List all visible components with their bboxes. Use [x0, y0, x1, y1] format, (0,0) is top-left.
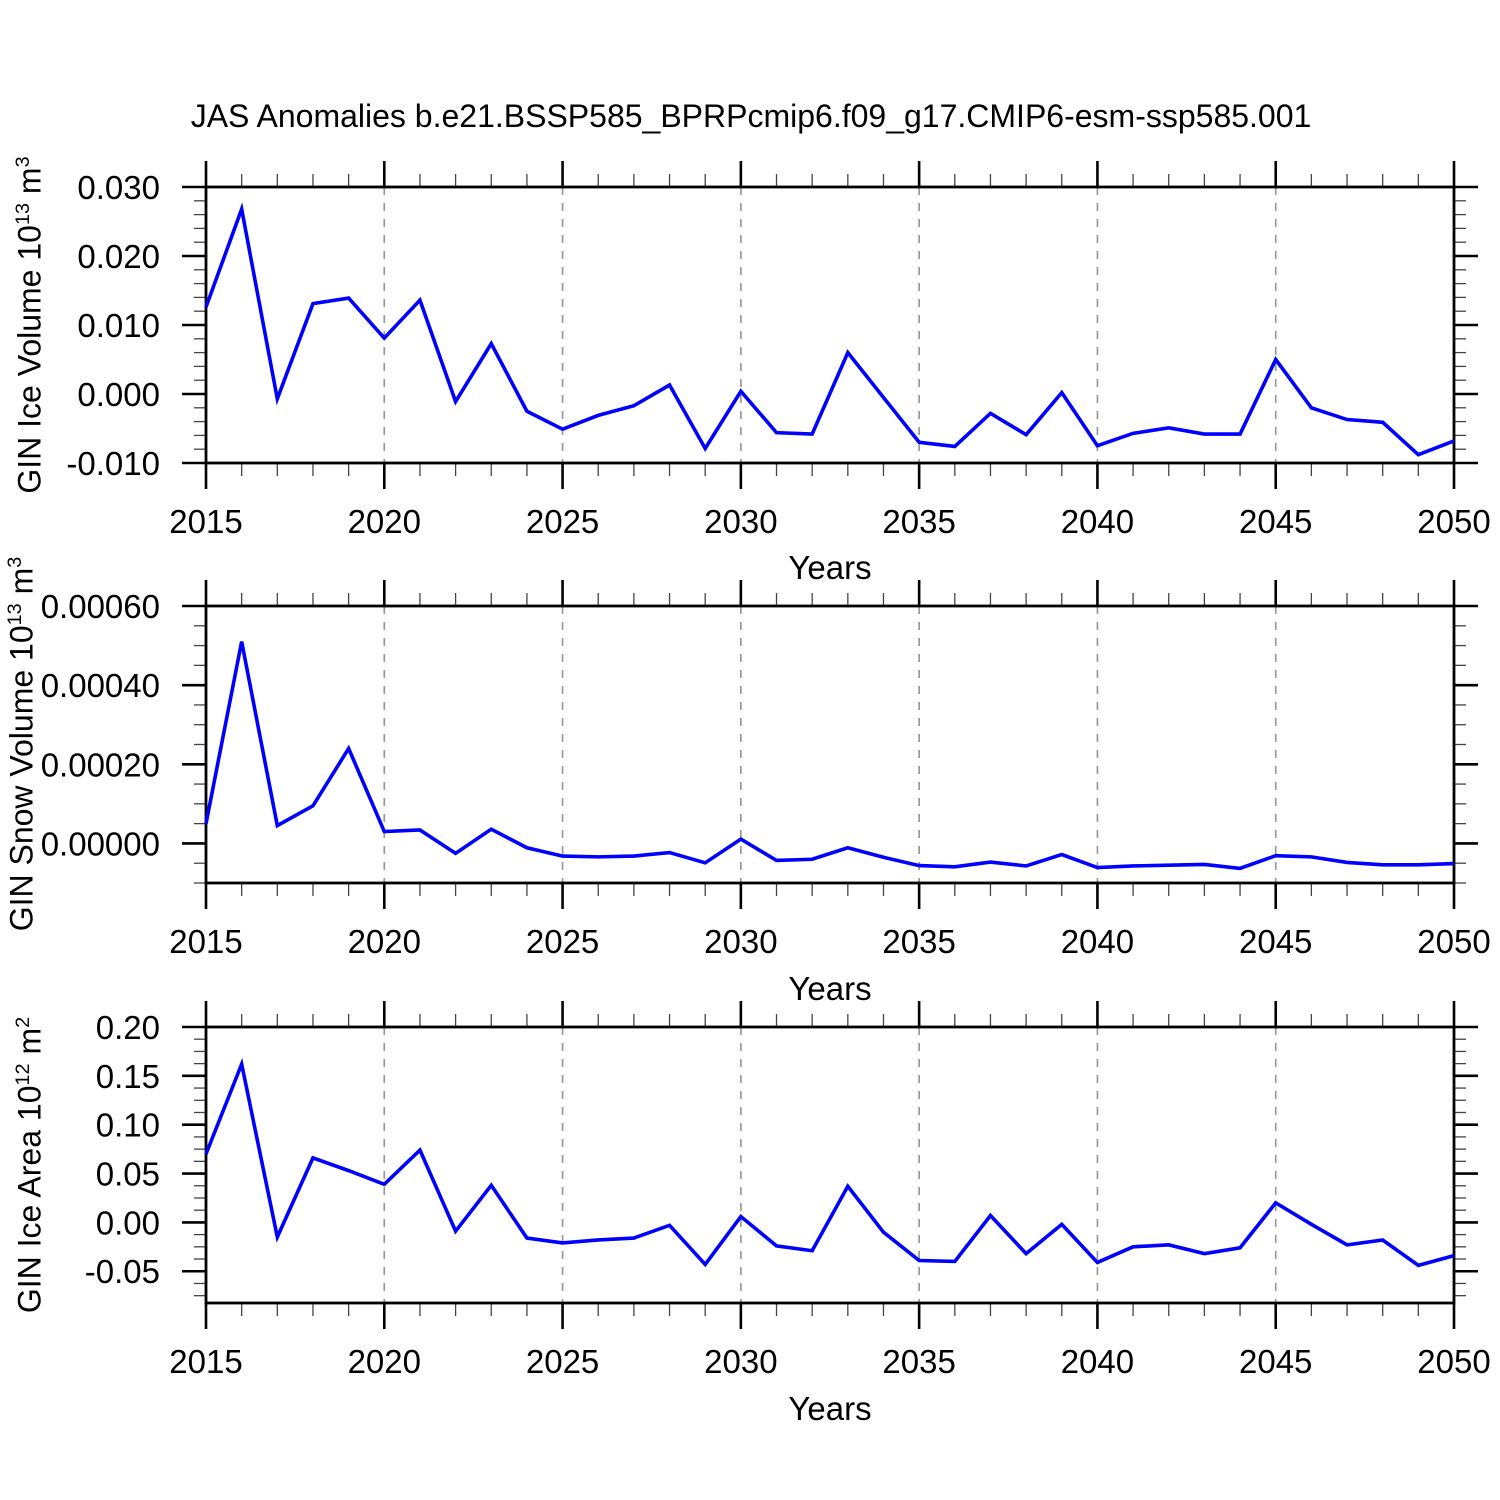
y-tick-label: 0.00	[96, 1204, 160, 1241]
x-tick-label: 2020	[348, 503, 421, 540]
x-tick-label: 2050	[1417, 923, 1490, 960]
x-axis-title-panel2: Years	[788, 970, 872, 1007]
x-tick-label: 2045	[1239, 923, 1312, 960]
x-tick-label: 2035	[882, 1343, 955, 1380]
chart-title: JAS Anomalies b.e21.BSSP585_BPRPcmip6.f0…	[190, 98, 1312, 134]
y-axis-title-snow-volume: GIN Snow Volume 1013 m3	[3, 556, 40, 932]
x-tick-label: 2045	[1239, 1343, 1312, 1380]
y-tick-label: -0.05	[85, 1253, 160, 1290]
y-tick-label: 0.030	[77, 169, 160, 206]
x-tick-label: 2015	[169, 1343, 242, 1380]
data-line-3	[204, 1057, 1455, 1268]
y-tick-label: 0.15	[96, 1058, 160, 1095]
y-tick-label: 0.00060	[41, 588, 160, 625]
x-tick-label: 2030	[704, 923, 777, 960]
x-tick-label: 2025	[526, 1343, 599, 1380]
axis-frame	[204, 1025, 1456, 1305]
x-tick-label: 2020	[348, 1343, 421, 1380]
x-tick-label: 2040	[1061, 1343, 1134, 1380]
y-tick-label: 0.10	[96, 1107, 160, 1144]
x-tick-label: 2050	[1417, 503, 1490, 540]
x-tick-label: 2030	[704, 503, 777, 540]
panel-2: 0.00060 0.00040 0.00020 0.00000 2015 2020 2025…	[41, 580, 1491, 960]
y-tick-label: 0.000	[77, 376, 160, 413]
x-axis-title-panel1: Years	[788, 549, 872, 586]
x-tick-label: 2050	[1417, 1343, 1490, 1380]
x-tick-label: 2020	[348, 923, 421, 960]
y-tick-label: -0.010	[66, 445, 160, 482]
y-axis-title-ice-area: GIN Ice Area 1012 m2	[11, 1016, 48, 1314]
x-tick-label: 2025	[526, 923, 599, 960]
panel-3: 0.20 0.15 0.10 0.05 0.00 -0.05 2015 2020 2025 203…	[85, 1001, 1491, 1380]
x-tick-label: 2045	[1239, 503, 1312, 540]
axis-frame	[204, 185, 1456, 465]
y-tick-label: 0.020	[77, 238, 160, 275]
x-tick-label: 2015	[169, 503, 242, 540]
x-tick-label: 2035	[882, 923, 955, 960]
x-axis-title-panel3: Years	[788, 1390, 872, 1427]
data-line-2	[204, 641, 1455, 871]
x-tick-label: 2040	[1061, 503, 1134, 540]
x-tick-label: 2030	[704, 1343, 777, 1380]
y-tick-label: 0.00040	[41, 667, 160, 704]
axis-frame	[204, 604, 1456, 885]
y-tick-label: 0.00000	[41, 825, 160, 862]
y-tick-label: 0.05	[96, 1156, 160, 1193]
y-tick-label: 0.20	[96, 1009, 160, 1046]
y-axis-title-ice-volume: GIN Ice Volume 1013 m3	[11, 156, 48, 494]
y-tick-label: 0.010	[77, 307, 160, 344]
y-tick-label: 0.00020	[41, 746, 160, 783]
x-tick-label: 2015	[169, 923, 242, 960]
data-line-1	[204, 202, 1455, 457]
x-tick-label: 2035	[882, 503, 955, 540]
x-tick-label: 2040	[1061, 923, 1134, 960]
x-tick-label: 2025	[526, 503, 599, 540]
